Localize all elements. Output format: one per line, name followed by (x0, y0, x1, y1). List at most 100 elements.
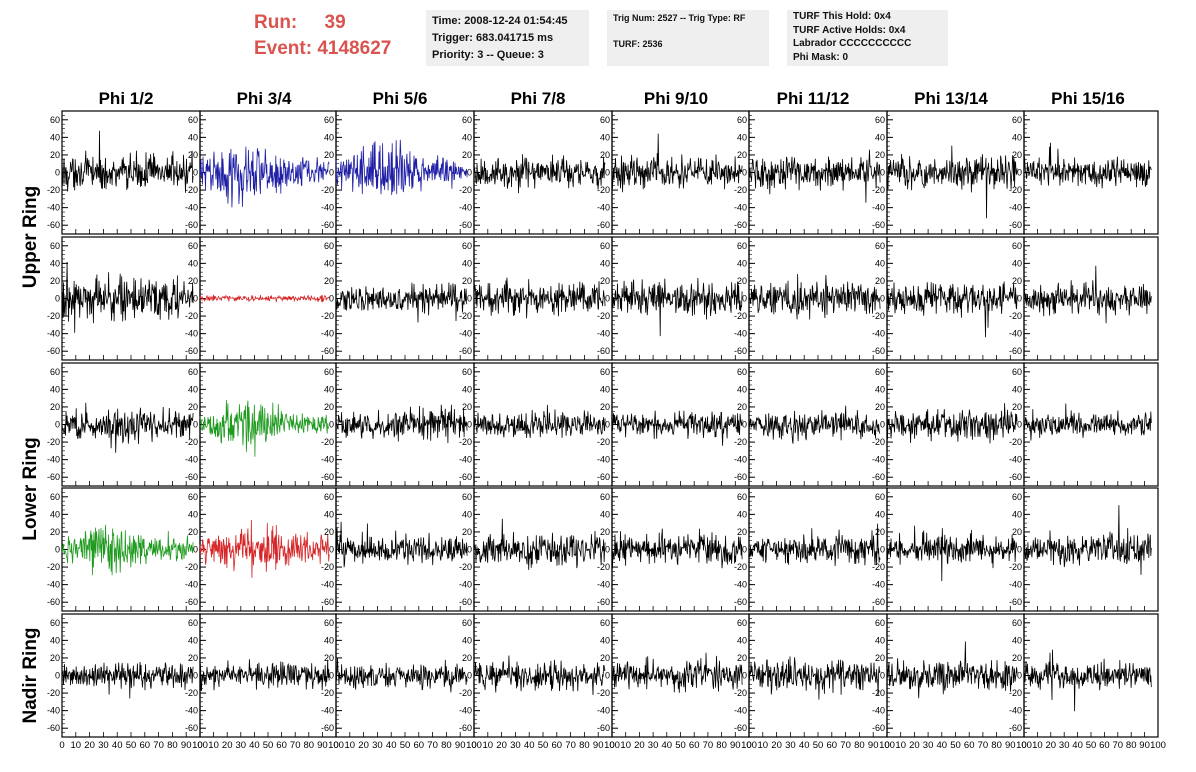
y-tick-label: 40 (324, 509, 334, 519)
y-tick-label: -60 (185, 597, 198, 607)
y-tick-label: -20 (185, 437, 198, 447)
y-tick-label: 40 (324, 635, 334, 645)
y-tick-label: 20 (600, 276, 610, 286)
y-tick-label: 20 (600, 402, 610, 412)
waveform-trace (335, 139, 468, 196)
y-tick-label: -60 (1009, 346, 1022, 356)
y-tick-label: 40 (50, 384, 60, 394)
y-tick-label: -20 (734, 437, 747, 447)
y-tick-label: -40 (459, 455, 472, 465)
turf-info-box: TURF This Hold: 0x4 TURF Active Holds: 0… (787, 10, 948, 66)
y-tick-label: 0 (605, 420, 610, 430)
x-tick-label: 80 (1126, 740, 1137, 751)
y-tick-label: 20 (737, 653, 747, 663)
y-tick-label: 60 (324, 492, 334, 502)
y-tick-label: 60 (50, 492, 60, 502)
y-tick-label: -60 (734, 346, 747, 356)
waveform-trace (61, 130, 194, 193)
y-tick-label: -40 (459, 203, 472, 213)
y-tick-label: 0 (329, 168, 334, 178)
y-tick-label: -20 (872, 311, 885, 321)
waveform-trace (199, 293, 330, 303)
y-tick-label: -40 (47, 455, 60, 465)
y-tick-label: -40 (185, 203, 198, 213)
y-tick-label: 40 (1012, 258, 1022, 268)
waveform-panel: -60 -40 -20 0 20 40 60 (47, 236, 201, 361)
x-tick-label: 100 (1150, 740, 1166, 751)
y-tick-label: 0 (880, 671, 885, 681)
y-tick-label: 40 (462, 635, 472, 645)
y-tick-label: 20 (1012, 527, 1022, 537)
y-tick-label: 60 (50, 367, 60, 377)
y-tick-label: -60 (734, 723, 747, 733)
x-tick-label: 60 (552, 740, 563, 751)
y-tick-label: 40 (50, 132, 60, 142)
y-tick-label: -60 (597, 472, 610, 482)
waveform-panel: -60 -40 -20 0 20 40 60 (734, 487, 888, 612)
y-tick-label: 40 (875, 509, 885, 519)
y-tick-label: 20 (462, 276, 472, 286)
x-tick-label: 50 (813, 740, 824, 751)
x-tick-label: 0 (1021, 740, 1026, 751)
x-tick-label: 70 (153, 740, 164, 751)
y-tick-label: -40 (1009, 706, 1022, 716)
x-tick-label: 40 (937, 740, 948, 751)
y-tick-label: 20 (737, 402, 747, 412)
x-tick-label: 70 (1113, 740, 1124, 751)
x-tick-label: 30 (236, 740, 247, 751)
run-event-info: Run: 39 Event: 4148627 (254, 10, 391, 62)
panel-frame (611, 613, 750, 738)
x-tick-label: 80 (441, 740, 452, 751)
y-tick-label: -40 (321, 203, 334, 213)
y-tick-label: -60 (321, 723, 334, 733)
y-tick-label: 40 (600, 258, 610, 268)
y-tick-label: -40 (47, 203, 60, 213)
y-tick-label: -20 (321, 311, 334, 321)
y-tick-label: -60 (459, 220, 472, 230)
waveform-trace (1023, 505, 1152, 575)
x-tick-label: 60 (964, 740, 975, 751)
waveform-trace (61, 261, 194, 333)
waveform-panel: -60 -40 -20 0 20 40 60 (321, 110, 475, 235)
y-tick-label: 20 (462, 402, 472, 412)
y-tick-label: 60 (188, 241, 198, 251)
waveform-trace (886, 145, 1018, 219)
x-tick-label: 10 (483, 740, 494, 751)
y-tick-label: 60 (737, 367, 747, 377)
y-tick-label: -60 (597, 220, 610, 230)
y-tick-label: -20 (185, 688, 198, 698)
waveform-trace (473, 154, 606, 194)
y-tick-label: -40 (1009, 329, 1022, 339)
x-tick-label: 10 (620, 740, 631, 751)
y-tick-label: -40 (459, 580, 472, 590)
x-tick-label: 100 (879, 740, 895, 751)
x-tick-label: 100 (741, 740, 757, 751)
y-tick-label: -40 (597, 580, 610, 590)
x-tick-label: 90 (181, 740, 192, 751)
y-tick-label: 40 (1012, 635, 1022, 645)
y-tick-label: -60 (872, 346, 885, 356)
x-tick-label: 70 (978, 740, 989, 751)
waveform-trace (886, 641, 1018, 699)
y-tick-label: 60 (50, 241, 60, 251)
x-tick-label: 100 (328, 740, 344, 751)
y-tick-label: 60 (1012, 492, 1022, 502)
y-tick-label: -40 (459, 329, 472, 339)
y-tick-label: -20 (459, 688, 472, 698)
y-tick-label: -40 (734, 706, 747, 716)
y-tick-label: 20 (1012, 276, 1022, 286)
y-tick-label: 60 (462, 367, 472, 377)
y-tick-label: 40 (462, 258, 472, 268)
y-tick-label: 40 (324, 132, 334, 142)
waveform-panel: -60 -40 -20 0 20 40 60 (1009, 236, 1159, 361)
waveform-panel: -60 -40 -20 0 20 40 60 (872, 362, 1025, 487)
waveform-trace (611, 277, 743, 337)
y-tick-label: 40 (875, 258, 885, 268)
waveform-panel: -60 -40 -20 0 20 40 60 (597, 110, 750, 235)
x-tick-label: 0 (746, 740, 751, 751)
y-tick-label: -60 (459, 346, 472, 356)
y-tick-label: 40 (462, 509, 472, 519)
y-tick-label: -40 (321, 329, 334, 339)
